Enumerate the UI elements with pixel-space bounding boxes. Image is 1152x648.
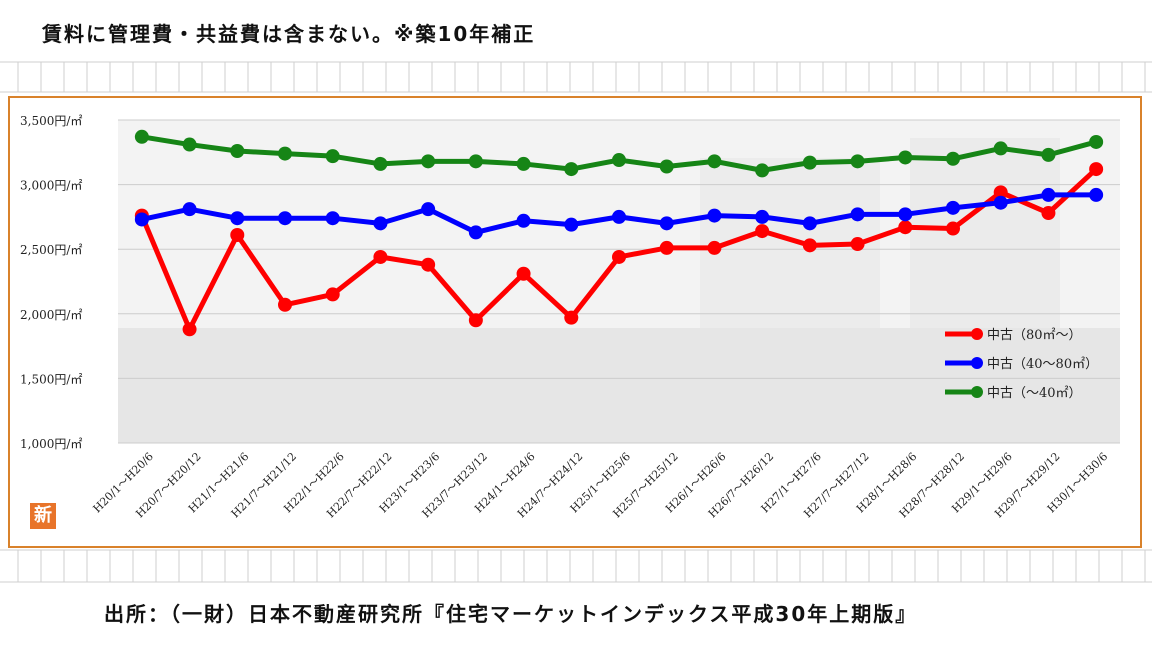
new-badge: 新 [30,503,56,529]
data-point-series-1 [898,220,913,235]
data-point-series-2 [516,213,531,228]
y-tick-label: 1,000円/㎡ [20,437,82,451]
data-point-series-3 [612,153,626,168]
data-point-series-3 [373,156,388,171]
data-point-series-2 [707,208,722,223]
data-point-series-1 [993,185,1008,200]
data-point-series-3 [802,155,817,170]
data-point-series-3 [707,154,722,169]
building-silhouette [910,138,1060,358]
data-point-series-1 [612,249,626,264]
data-point-series-3 [898,150,913,165]
y-tick-label: 3,000円/㎡ [20,179,82,193]
data-point-series-2 [373,216,388,231]
data-point-series-2 [325,211,340,226]
data-point-series-1 [373,249,388,264]
legend-label: 中古（40～80㎡） [987,357,1098,372]
data-point-series-2 [612,209,626,224]
legend-swatch-dot [971,328,983,340]
data-point-series-3 [850,154,865,169]
data-point-series-1 [468,313,483,328]
data-point-series-2 [659,216,674,231]
data-point-series-1 [1089,162,1104,177]
data-point-series-2 [993,195,1008,210]
data-point-series-3 [421,154,436,169]
legend-label: 中古（80㎡～） [987,328,1082,343]
data-point-series-3 [230,144,245,159]
data-point-series-3 [659,159,674,174]
data-point-series-3 [946,151,960,166]
data-point-series-1 [946,221,960,236]
data-point-series-2 [182,202,197,217]
data-point-series-2 [564,217,579,232]
data-point-series-2 [468,225,483,240]
data-point-series-2 [278,211,292,226]
data-point-series-3 [1089,134,1104,149]
data-point-series-3 [468,154,483,169]
data-point-series-3 [134,129,149,144]
data-point-series-2 [755,209,770,224]
data-point-series-1 [230,227,245,242]
rent-note: 賃料に管理費・共益費は含まない。※築10年補正 [42,22,536,46]
data-point-series-1 [802,238,817,253]
data-point-series-1 [278,297,292,312]
data-point-series-3 [516,156,531,171]
data-point-series-3 [1041,147,1056,162]
data-point-series-3 [993,141,1008,156]
data-point-series-1 [421,257,436,272]
data-point-series-1 [1041,206,1056,221]
y-tick-label: 1,500円/㎡ [20,372,82,386]
data-point-series-3 [755,163,770,178]
data-point-series-2 [946,200,960,215]
data-point-series-2 [421,202,436,217]
data-point-series-1 [755,224,770,239]
data-point-series-1 [564,310,579,325]
data-point-series-1 [850,237,865,252]
y-tick-label: 2,500円/㎡ [20,243,82,257]
data-point-series-2 [802,216,817,231]
data-point-series-1 [182,322,197,337]
data-point-series-3 [564,162,579,177]
legend-swatch-dot [971,357,983,369]
data-point-series-3 [325,149,340,164]
data-point-series-1 [659,240,674,255]
building-silhouette [700,158,880,358]
chart-frame: 3,500円/㎡ 3,000円/㎡ 2,500円/㎡ 2,000円/㎡ 1,500円/㎡… [8,96,1142,548]
data-point-series-2 [1041,187,1056,202]
data-point-series-1 [707,240,722,255]
legend-label: 中古（～40㎡） [987,386,1082,401]
data-point-series-2 [850,207,865,222]
legend-swatch-dot [971,386,983,398]
data-point-series-1 [516,266,531,281]
source-citation: 出所：（一財）日本不動産研究所『住宅マーケットインデックス平成30年上期版』 [104,602,918,626]
data-point-series-2 [134,212,149,227]
data-point-series-2 [1089,187,1104,202]
y-tick-label: 3,500円/㎡ [20,114,82,128]
y-tick-label: 2,000円/㎡ [20,308,82,322]
data-point-series-2 [898,207,913,222]
data-point-series-1 [325,287,340,302]
rent-line-chart: 3,500円/㎡ 3,000円/㎡ 2,500円/㎡ 2,000円/㎡ 1,500円/㎡… [20,114,1120,520]
data-point-series-2 [230,211,245,226]
street-area [118,328,1120,443]
data-point-series-3 [182,137,197,152]
data-point-series-3 [278,146,292,161]
